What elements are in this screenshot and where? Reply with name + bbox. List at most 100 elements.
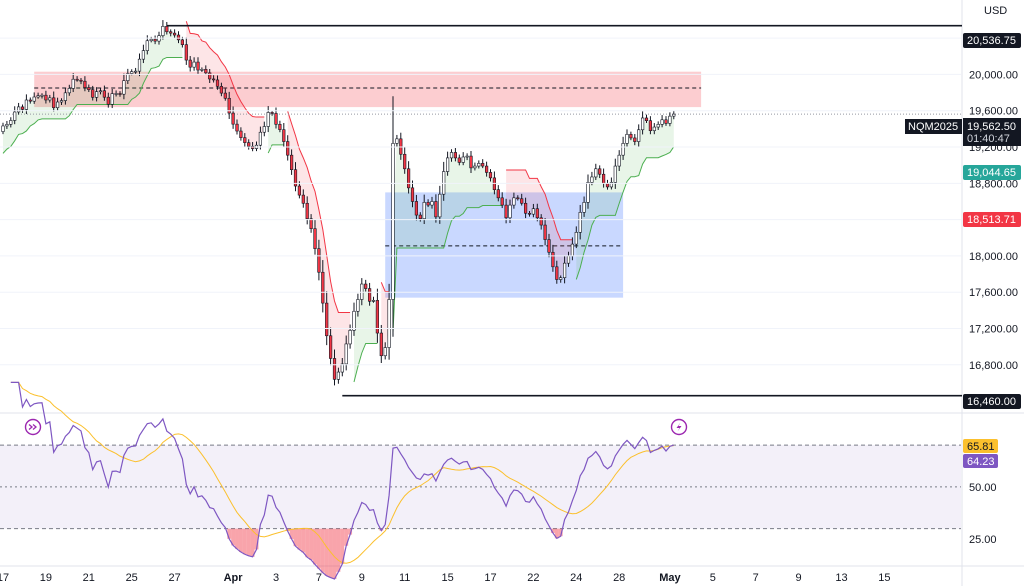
candle[interactable] [555,260,559,284]
candle[interactable] [289,149,294,175]
candle[interactable] [200,67,204,72]
candle[interactable] [352,302,356,336]
candle[interactable] [40,93,44,99]
candle[interactable] [488,169,493,182]
candle[interactable] [535,203,539,222]
candle[interactable] [531,203,535,218]
candle[interactable] [126,68,130,84]
candle[interactable] [644,114,649,124]
candle[interactable] [270,110,274,116]
candle[interactable] [582,196,586,217]
candle[interactable] [473,162,477,171]
candle[interactable] [391,96,395,337]
candle[interactable] [83,76,87,92]
candle[interactable] [383,342,387,360]
candle[interactable] [426,199,430,208]
candle[interactable] [87,84,91,93]
candle[interactable] [297,181,302,199]
candle[interactable] [477,160,481,169]
candle[interactable] [500,192,504,209]
candle[interactable] [231,106,235,129]
candle[interactable] [317,239,321,281]
candle[interactable] [235,119,239,135]
candle[interactable] [63,87,67,105]
candle[interactable] [640,111,645,135]
candle[interactable] [523,197,528,219]
candle[interactable] [406,161,411,194]
candle[interactable] [16,102,21,115]
currency-label[interactable]: USD [984,5,1007,17]
time-jump-icon[interactable] [24,418,42,436]
supply-zone[interactable] [34,71,702,108]
candle[interactable] [457,154,461,166]
candle[interactable] [1,122,5,135]
candle[interactable] [668,112,672,127]
candle[interactable] [559,275,563,283]
candle[interactable] [332,349,337,386]
candle[interactable] [629,131,633,141]
candle[interactable] [75,76,79,82]
candle[interactable] [293,162,298,192]
candle[interactable] [414,194,419,221]
candle[interactable] [574,226,578,249]
candle[interactable] [309,214,313,233]
candle[interactable] [32,92,36,104]
candle[interactable] [176,31,181,44]
candle[interactable] [617,150,621,172]
candle[interactable] [59,98,64,106]
candle[interactable] [321,260,325,313]
price-pane[interactable] [0,20,962,397]
candle[interactable] [633,134,637,146]
candle[interactable] [484,161,489,177]
candle[interactable] [98,88,103,95]
candle[interactable] [461,152,465,166]
candle[interactable] [340,357,344,377]
candle[interactable] [660,115,664,128]
candle[interactable] [239,127,243,141]
candle[interactable] [656,121,660,131]
candle[interactable] [134,67,138,75]
candle[interactable] [379,324,383,363]
candle[interactable] [20,104,25,113]
candle[interactable] [598,165,602,179]
candle[interactable] [594,163,598,181]
candle[interactable] [208,68,212,84]
candle[interactable] [95,87,99,102]
candle[interactable] [48,94,52,103]
candle[interactable] [434,194,438,223]
candle[interactable] [36,92,40,99]
candle[interactable] [196,57,200,74]
candle[interactable] [539,214,543,230]
candle[interactable] [578,204,582,240]
candle[interactable] [672,110,676,120]
candle[interactable] [652,123,656,135]
candle[interactable] [336,367,341,384]
lightning-event-icon[interactable] [670,418,688,436]
candle[interactable] [481,159,485,169]
candle[interactable] [219,82,224,97]
candle[interactable] [44,90,48,104]
candle[interactable] [67,84,71,96]
candle[interactable] [637,124,641,147]
candle[interactable] [562,256,567,284]
candle[interactable] [247,139,251,150]
candle[interactable] [508,199,512,223]
candle[interactable] [114,90,118,97]
candle[interactable] [586,174,590,209]
candle[interactable] [547,233,551,258]
candle[interactable] [192,57,196,71]
candle[interactable] [512,192,516,209]
candle[interactable] [55,97,60,111]
candle[interactable] [52,91,56,112]
candle[interactable] [469,151,473,174]
candle[interactable] [430,196,434,209]
candle[interactable] [28,97,32,104]
candle[interactable] [243,133,247,147]
candle[interactable] [387,283,391,360]
candle[interactable] [364,279,368,292]
candle[interactable] [410,180,415,208]
candle[interactable] [180,36,185,48]
candle[interactable] [282,122,286,147]
candle[interactable] [91,85,95,101]
